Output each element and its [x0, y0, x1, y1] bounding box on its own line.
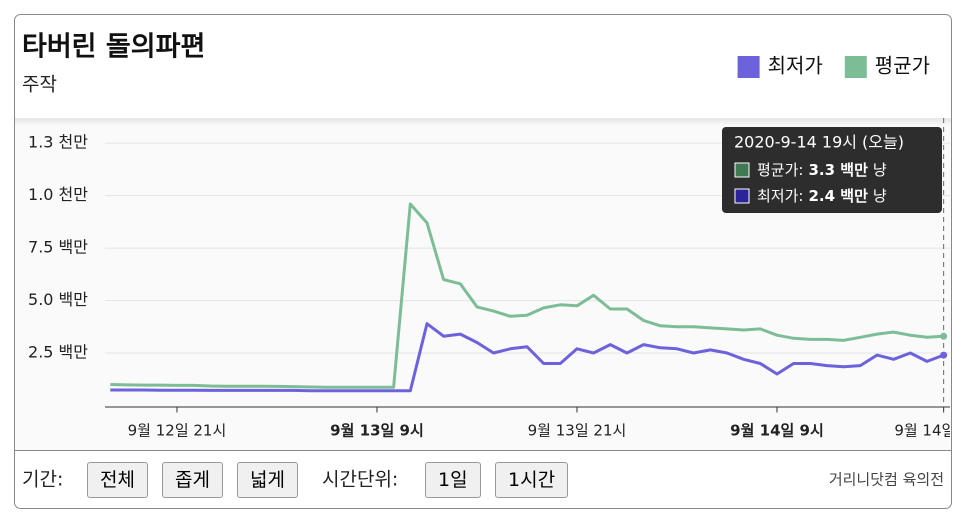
- tooltip-label: 평균가:: [757, 161, 803, 179]
- tooltip-swatch: [734, 188, 750, 204]
- chart-title: 타버린 돌의파편: [22, 32, 205, 63]
- legend-label: 평균가: [875, 54, 930, 78]
- series-line: [110, 322, 945, 393]
- tooltip-label: 최저가:: [757, 187, 803, 205]
- y-tick-label: 7.5 백만: [28, 238, 88, 257]
- unit-label: 시간단위:: [322, 469, 398, 491]
- credit: 거리니닷컴 육의전: [829, 471, 944, 489]
- tooltip-value: 3.3 백만: [808, 161, 868, 179]
- x-tick-label: 9월 13일 21시: [528, 422, 627, 440]
- tooltip-swatch: [734, 162, 750, 178]
- tooltip-title: 2020-9-14 19시 (오늘): [734, 133, 904, 152]
- tooltip-unit: 냥: [873, 187, 887, 205]
- series-line: [110, 202, 944, 389]
- tooltip-row: 평균가: 3.3 백만 냥: [757, 161, 887, 179]
- y-tick-label: 1.0 천만: [28, 185, 88, 204]
- button[interactable]: 1일: [425, 462, 481, 498]
- hover-point: [940, 332, 948, 340]
- y-tick-label: 2.5 백만: [28, 343, 88, 362]
- tooltip-unit: 냥: [873, 161, 887, 179]
- x-tick-label: 9월 14일 19시: [894, 422, 960, 440]
- legend-swatch: [844, 56, 867, 78]
- tooltip-row: 최저가: 2.4 백만 냥: [757, 187, 887, 205]
- tooltip-value: 2.4 백만: [808, 187, 868, 205]
- button[interactable]: 1시간: [495, 462, 569, 498]
- y-tick-label: 1.3 천만: [28, 133, 88, 152]
- y-tick-label: 5.0 백만: [28, 290, 88, 309]
- hover-point: [940, 351, 948, 359]
- x-tick-label: 9월 14일 9시: [730, 422, 824, 440]
- legend-swatch: [737, 56, 760, 78]
- period-label: 기간:: [22, 469, 63, 491]
- x-tick-label: 9월 12일 21시: [128, 422, 227, 440]
- x-tick-label: 9월 13일 9시: [330, 422, 424, 440]
- button[interactable]: 넓게: [237, 462, 298, 498]
- button[interactable]: 좁게: [162, 462, 223, 498]
- plot-shadow: [15, 118, 951, 126]
- button[interactable]: 전체: [87, 462, 148, 498]
- legend-label: 최저가: [768, 54, 823, 78]
- tooltip-box: [722, 127, 942, 213]
- chart-subtitle: 주작: [22, 74, 57, 96]
